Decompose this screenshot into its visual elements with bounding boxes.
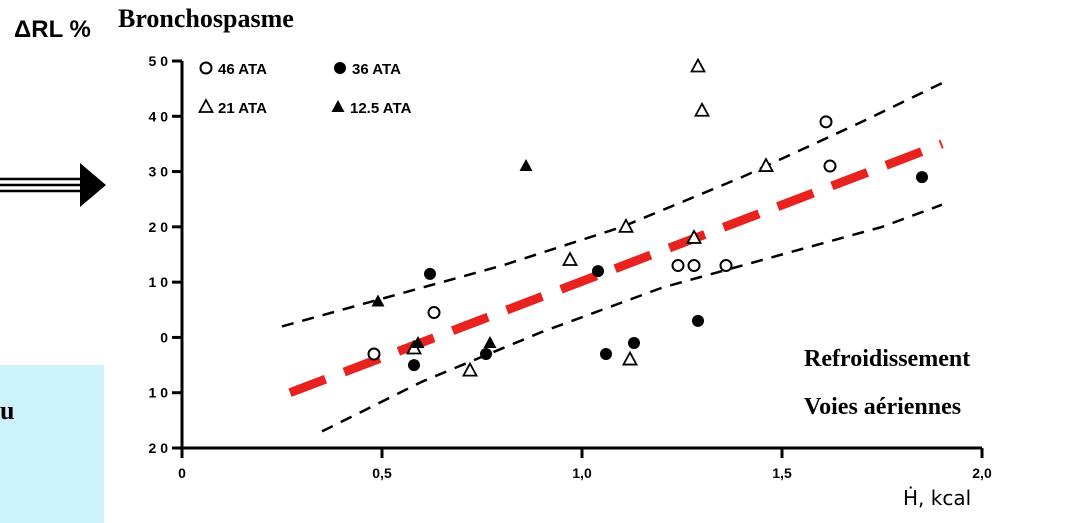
x-tick-label: 0 xyxy=(178,465,186,481)
chart-legend: 46 ATA 36 ATA 21 ATA 12.5 ATA xyxy=(197,61,412,117)
x-tick-label: 1,0 xyxy=(572,465,592,481)
data-points xyxy=(367,57,928,377)
data-point xyxy=(621,350,639,366)
data-point xyxy=(480,348,492,361)
data-point xyxy=(693,101,711,117)
y-tick-label: 0 xyxy=(160,329,168,345)
legend-label: 12.5 ATA xyxy=(350,100,412,117)
side-panel-background xyxy=(0,365,104,523)
chart-ticks: 5 0 4 0 3 0 2 0 1 0 0 1 0 2 0 0 0,5 1,0 1,5 2,0 xyxy=(149,53,992,481)
annotation-line-1: Refroidissement xyxy=(804,346,971,372)
confidence-band-lower xyxy=(321,203,943,433)
x-axis-label: Ḣ, kcal xyxy=(903,486,972,510)
y-tick-label: 5 0 xyxy=(149,53,169,69)
y-tick-label: 3 0 xyxy=(149,164,169,180)
data-point xyxy=(367,347,381,361)
data-point xyxy=(617,217,635,233)
y-tick-label: 4 0 xyxy=(149,108,169,124)
x-tick-label: 1,5 xyxy=(772,465,792,481)
confidence-band-upper xyxy=(281,81,943,328)
trend-line xyxy=(288,139,944,397)
data-point xyxy=(916,171,928,184)
legend-marker xyxy=(331,100,345,112)
x-tick-label: 0,5 xyxy=(372,465,392,481)
y-axis-label: ΔRL % xyxy=(14,16,91,43)
data-point xyxy=(671,259,685,273)
data-point xyxy=(719,259,733,273)
data-point xyxy=(823,159,837,173)
confidence-bands xyxy=(281,81,943,433)
data-point xyxy=(819,115,833,129)
data-point xyxy=(561,251,579,266)
y-tick-label: 2 0 xyxy=(149,440,169,456)
legend-marker xyxy=(334,62,346,74)
legend-marker xyxy=(197,98,215,113)
annotation-line-2: Voies aériennes xyxy=(804,394,962,420)
data-point xyxy=(628,336,640,349)
legend-label: 46 ATA xyxy=(218,61,267,78)
data-point xyxy=(757,157,775,172)
data-point xyxy=(427,306,441,320)
legend-marker xyxy=(199,61,213,75)
data-point xyxy=(461,361,479,377)
side-panel-text: u xyxy=(0,396,15,425)
data-point xyxy=(692,314,704,327)
y-tick-label: 1 0 xyxy=(149,385,169,401)
legend-label: 36 ATA xyxy=(352,61,401,78)
data-point xyxy=(685,229,703,244)
data-point xyxy=(592,265,604,278)
trend-line-group xyxy=(288,139,944,397)
data-point xyxy=(687,259,701,273)
y-tick-label: 1 0 xyxy=(149,274,169,290)
arrow-right-icon xyxy=(0,163,106,207)
data-point xyxy=(411,335,425,348)
data-point xyxy=(371,294,385,307)
chart-title: Bronchospasme xyxy=(118,4,294,33)
data-point xyxy=(600,348,612,361)
y-tick-label: 2 0 xyxy=(149,219,169,235)
data-point xyxy=(519,159,533,172)
data-point xyxy=(424,267,436,280)
data-point xyxy=(408,359,420,372)
legend-label: 21 ATA xyxy=(218,100,267,117)
data-point xyxy=(483,335,497,348)
x-tick-label: 2,0 xyxy=(972,465,992,481)
data-point xyxy=(689,57,707,73)
